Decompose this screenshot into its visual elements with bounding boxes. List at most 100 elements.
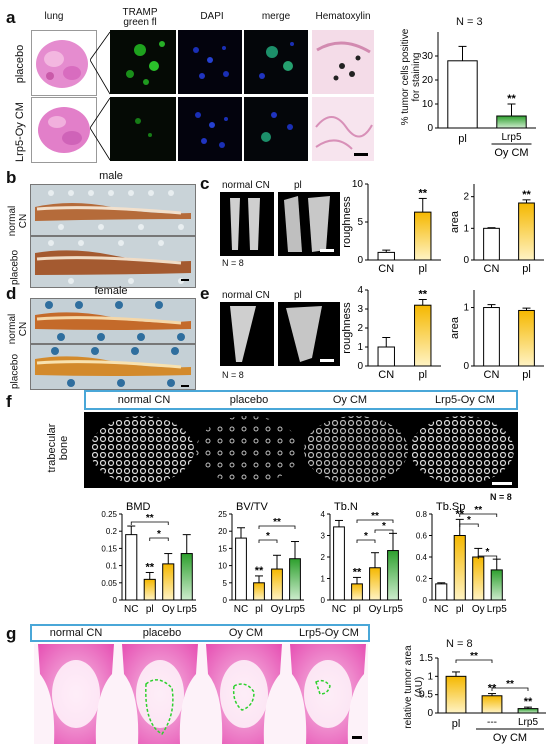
x-tick-label: Lrp5 [487, 604, 507, 615]
bar [453, 535, 466, 601]
bar [490, 569, 503, 601]
panel-label-d: d [6, 284, 17, 303]
microct-c-cn [220, 192, 274, 256]
y-tick-label: 1 [357, 342, 363, 353]
chart-e-area: 0 1 CN pl area [449, 290, 544, 381]
significance-mark: ** [507, 93, 516, 105]
x-tick-label: NC [124, 604, 138, 615]
chart-title: Tb.Sp [436, 501, 465, 513]
g-header-frame [30, 624, 370, 642]
bar [414, 211, 432, 261]
y-tick-label: 20 [422, 75, 434, 86]
f-header-placebo: placebo [229, 394, 269, 406]
bar [351, 583, 363, 601]
x-tick-label: pl [353, 604, 361, 615]
x-tick-label: Lrp5 [177, 604, 197, 615]
y-tick-label: 0 [321, 596, 326, 605]
significance-mark: ** [255, 565, 264, 577]
trabecular-bone-images [84, 412, 518, 488]
x-tick-label: pl [255, 604, 263, 615]
y-axis-label: roughness [341, 196, 353, 248]
significance-mark: ** [524, 696, 533, 708]
f-header-oy-cm: Oy CM [332, 394, 368, 406]
bar [414, 304, 432, 367]
x-tick-label: NC [434, 604, 448, 615]
bar [377, 251, 395, 261]
microct-e-pl [278, 302, 340, 366]
bar [445, 675, 467, 714]
sig-bracket-label: ** [470, 651, 478, 662]
significance-mark: ** [353, 566, 362, 578]
col-header-merge: merge [261, 11, 291, 22]
sig-bracket-label: * [157, 529, 161, 540]
tramp-green-image-lrp5 [110, 97, 176, 161]
y-tick-label: 0 [357, 361, 363, 372]
sig-bracket [374, 529, 394, 533]
row-label-d-placebo: placebo [9, 353, 21, 390]
x-tick-label: Oy [162, 604, 175, 615]
x-tick-label: Oy [369, 604, 382, 615]
f-header-frame [84, 390, 518, 410]
row-label-trabecular-bone: trabecular bone [46, 423, 70, 473]
sig-bracket-label: * [382, 521, 386, 532]
x-tick-label: Lrp5 [285, 604, 305, 615]
sig-bracket [459, 513, 498, 517]
x-tick-label: pl [418, 263, 427, 275]
y-tick-label: 0 [423, 596, 428, 605]
bar [481, 695, 503, 714]
chart-title: BV/TV [236, 501, 268, 513]
img-label-c-cn: normal CN [222, 180, 270, 191]
x-tick-label: pl [522, 369, 531, 381]
y-tick-label: 20 [218, 527, 227, 536]
sig-bracket-label: ** [474, 505, 482, 516]
sig-bracket [455, 659, 493, 663]
y-tick-label: 30 [422, 51, 434, 62]
bar [125, 534, 138, 601]
bar [162, 563, 175, 601]
y-tick-label: 0 [463, 361, 469, 372]
n-label-a: N = 3 [456, 16, 483, 28]
y-tick-label: 5 [357, 217, 363, 228]
g-header-oy-cm: Oy CM [228, 627, 264, 639]
y-tick-label: 25 [218, 510, 227, 519]
sig-bracket [477, 555, 498, 559]
y-tick-label: 0.2 [416, 575, 428, 584]
bar [518, 202, 535, 261]
y-tick-label: 3 [357, 304, 363, 315]
bar [377, 346, 395, 367]
lung-image-placebo [31, 30, 97, 96]
y-axis-label: roughness [341, 302, 353, 354]
y-tick-label: 0.6 [416, 532, 428, 541]
g-header-normal-cn: normal CN [49, 627, 103, 639]
y-tick-label: 1 [463, 223, 469, 234]
x-tick-label: pl [146, 604, 154, 615]
y-tick-label: 1 [321, 575, 326, 584]
bone-photo-female-cn [30, 298, 196, 344]
bar [333, 526, 345, 601]
y-axis-label: area [449, 316, 461, 339]
y-tick-label: 0 [357, 255, 363, 266]
col-header-dapi: DAPI [200, 11, 224, 22]
x-tick-label: CN [484, 263, 500, 275]
x-tick-label: Lrp5 [518, 717, 538, 728]
x-tick-label: Oy [271, 604, 284, 615]
x-tick-label: pl [458, 133, 467, 145]
x-tick-label: CN [378, 369, 394, 381]
chart-c-area: 0 1 2 CN pl ** area [449, 184, 544, 275]
panel-label-g: g [6, 624, 17, 643]
sig-bracket-label: ** [371, 511, 379, 522]
row-label-d-cn: normal CN [7, 313, 29, 345]
y-axis-label: area [449, 210, 461, 233]
x-tick-label: CN [484, 369, 500, 381]
chart-title: BMD [126, 501, 151, 513]
x-tick-label: pl [418, 369, 427, 381]
img-label-e-pl: pl [294, 290, 302, 301]
n-label-e: N = 8 [222, 370, 244, 380]
sig-bracket-label: * [364, 531, 368, 542]
y-tick-label: 1.5 [419, 653, 433, 664]
y-tick-label: 0.1 [106, 562, 118, 571]
x-tick-label: pl [522, 263, 531, 275]
